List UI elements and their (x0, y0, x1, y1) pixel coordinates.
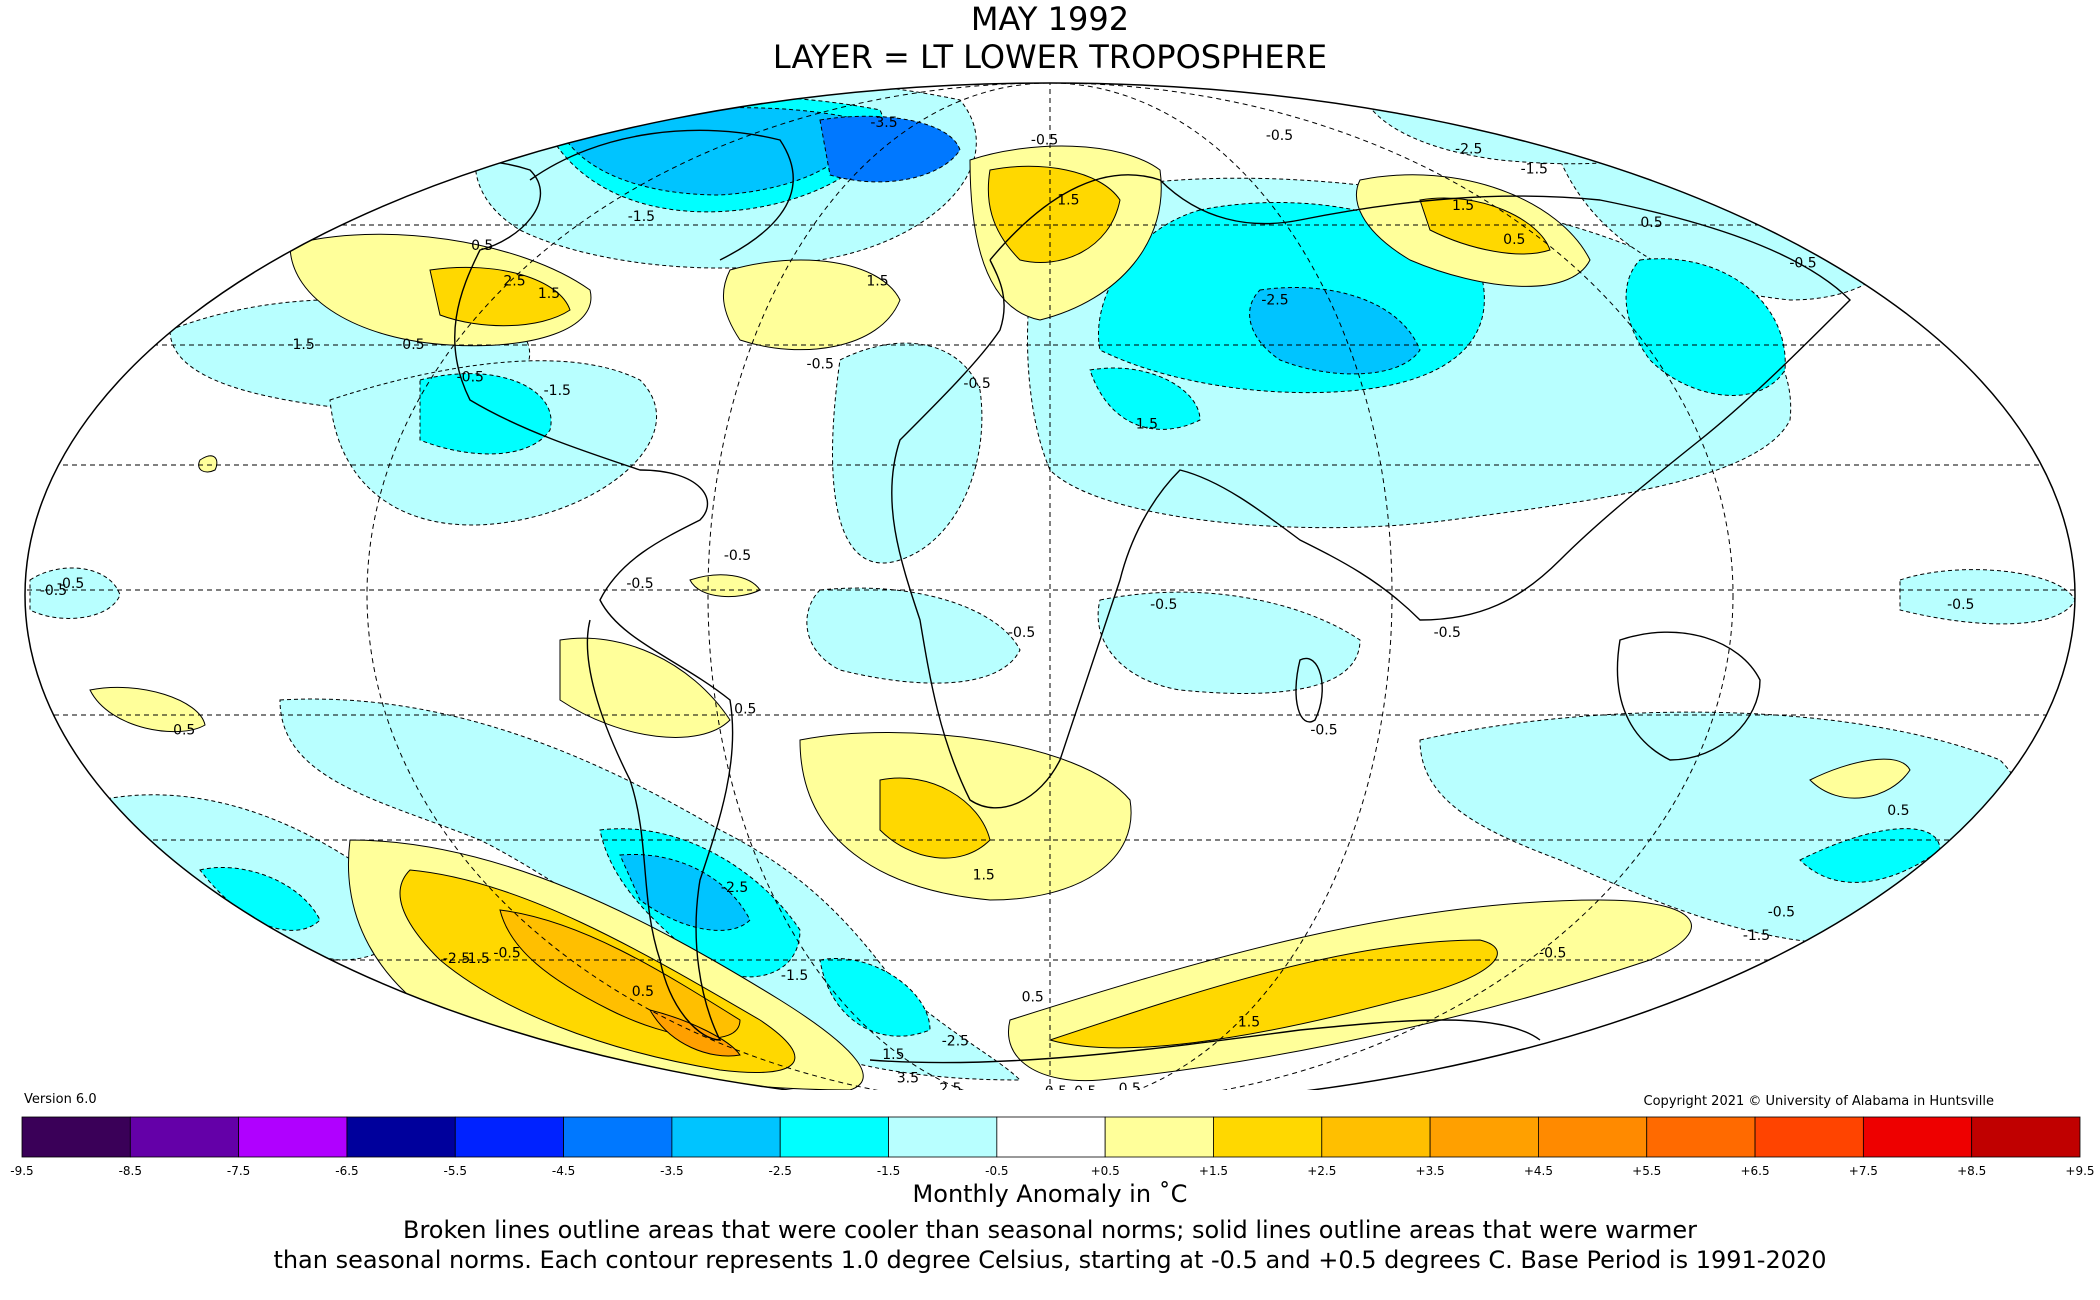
colorbar-tick-label: +5.5 (1632, 1164, 1661, 1178)
colorbar-bin (130, 1117, 238, 1157)
colorbar-tick-label: +8.5 (1957, 1164, 1986, 1178)
colorbar-bin (22, 1117, 130, 1157)
colorbar-tick-label: -1.5 (877, 1164, 900, 1178)
colorbar-bin (780, 1117, 888, 1157)
colorbar-bin (455, 1117, 563, 1157)
colorbar-bin (564, 1117, 672, 1157)
colorbar-tick-label: -6.5 (335, 1164, 358, 1178)
footer-note-line2: than seasonal norms. Each contour repres… (0, 1246, 2100, 1274)
colorbar-tick-label: +0.5 (1091, 1164, 1120, 1178)
colorbar-bin (672, 1117, 780, 1157)
colorbar-bins (22, 1117, 2080, 1157)
colorbar-bin (1755, 1117, 1863, 1157)
colorbar-tick-label: -0.5 (985, 1164, 1008, 1178)
colorbar-tick-label: +1.5 (1199, 1164, 1228, 1178)
colorbar-bin (1538, 1117, 1646, 1157)
colorbar-bin (239, 1117, 347, 1157)
colorbar-bin (1322, 1117, 1430, 1157)
colorbar-tick-label: +9.5 (2065, 1164, 2094, 1178)
colorbar: -9.5 -8.5 -7.5 -6.5 -5.5 -4.5 -3.5 -2.5 -1.5 -0.5… (0, 0, 2100, 1180)
colorbar-tick-label: +6.5 (1740, 1164, 1769, 1178)
colorbar-bin (1647, 1117, 1755, 1157)
colorbar-tick-label: -5.5 (444, 1164, 467, 1178)
colorbar-tick-label: +7.5 (1849, 1164, 1878, 1178)
footer-note-line1: Broken lines outline areas that were coo… (0, 1216, 2100, 1244)
colorbar-tick-label: -9.5 (10, 1164, 33, 1178)
colorbar-tick-label: +2.5 (1307, 1164, 1336, 1178)
colorbar-bin (997, 1117, 1105, 1157)
colorbar-bin (1430, 1117, 1538, 1157)
colorbar-bin (1213, 1117, 1321, 1157)
colorbar-bin (889, 1117, 997, 1157)
colorbar-label: Monthly Anomaly in ˚C (0, 1180, 2100, 1208)
colorbar-bin (1972, 1117, 2080, 1157)
colorbar-tick-label: -2.5 (768, 1164, 791, 1178)
colorbar-bin (1863, 1117, 1971, 1157)
colorbar-bin (1105, 1117, 1213, 1157)
colorbar-tick-label: +3.5 (1416, 1164, 1445, 1178)
colorbar-tick-label: -4.5 (552, 1164, 575, 1178)
colorbar-tick-label: -3.5 (660, 1164, 683, 1178)
colorbar-ticks: -9.5 -8.5 -7.5 -6.5 -5.5 -4.5 -3.5 -2.5 -1.5 -0.5… (10, 1164, 2094, 1178)
colorbar-tick-label: +4.5 (1524, 1164, 1553, 1178)
colorbar-tick-label: -7.5 (227, 1164, 250, 1178)
colorbar-tick-label: -8.5 (119, 1164, 142, 1178)
colorbar-bin (347, 1117, 455, 1157)
